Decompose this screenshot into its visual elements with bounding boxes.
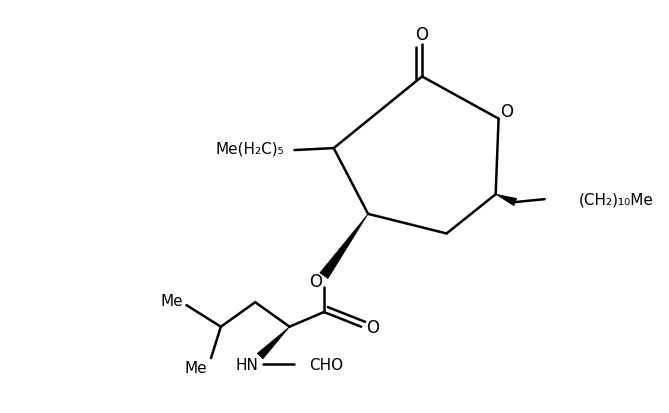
Text: (CH₂)₁₀Me: (CH₂)₁₀Me [579,192,654,207]
Text: CHO: CHO [309,357,343,372]
Text: O: O [367,318,379,336]
Polygon shape [496,195,516,206]
Text: Me: Me [185,361,207,375]
Text: HN: HN [236,357,259,372]
Text: O: O [415,26,429,44]
Text: Me: Me [161,293,183,308]
Polygon shape [320,214,368,279]
Text: O: O [310,272,322,290]
Polygon shape [258,327,290,359]
Text: Me(H₂C)₅: Me(H₂C)₅ [216,141,284,156]
Text: O: O [500,102,513,121]
